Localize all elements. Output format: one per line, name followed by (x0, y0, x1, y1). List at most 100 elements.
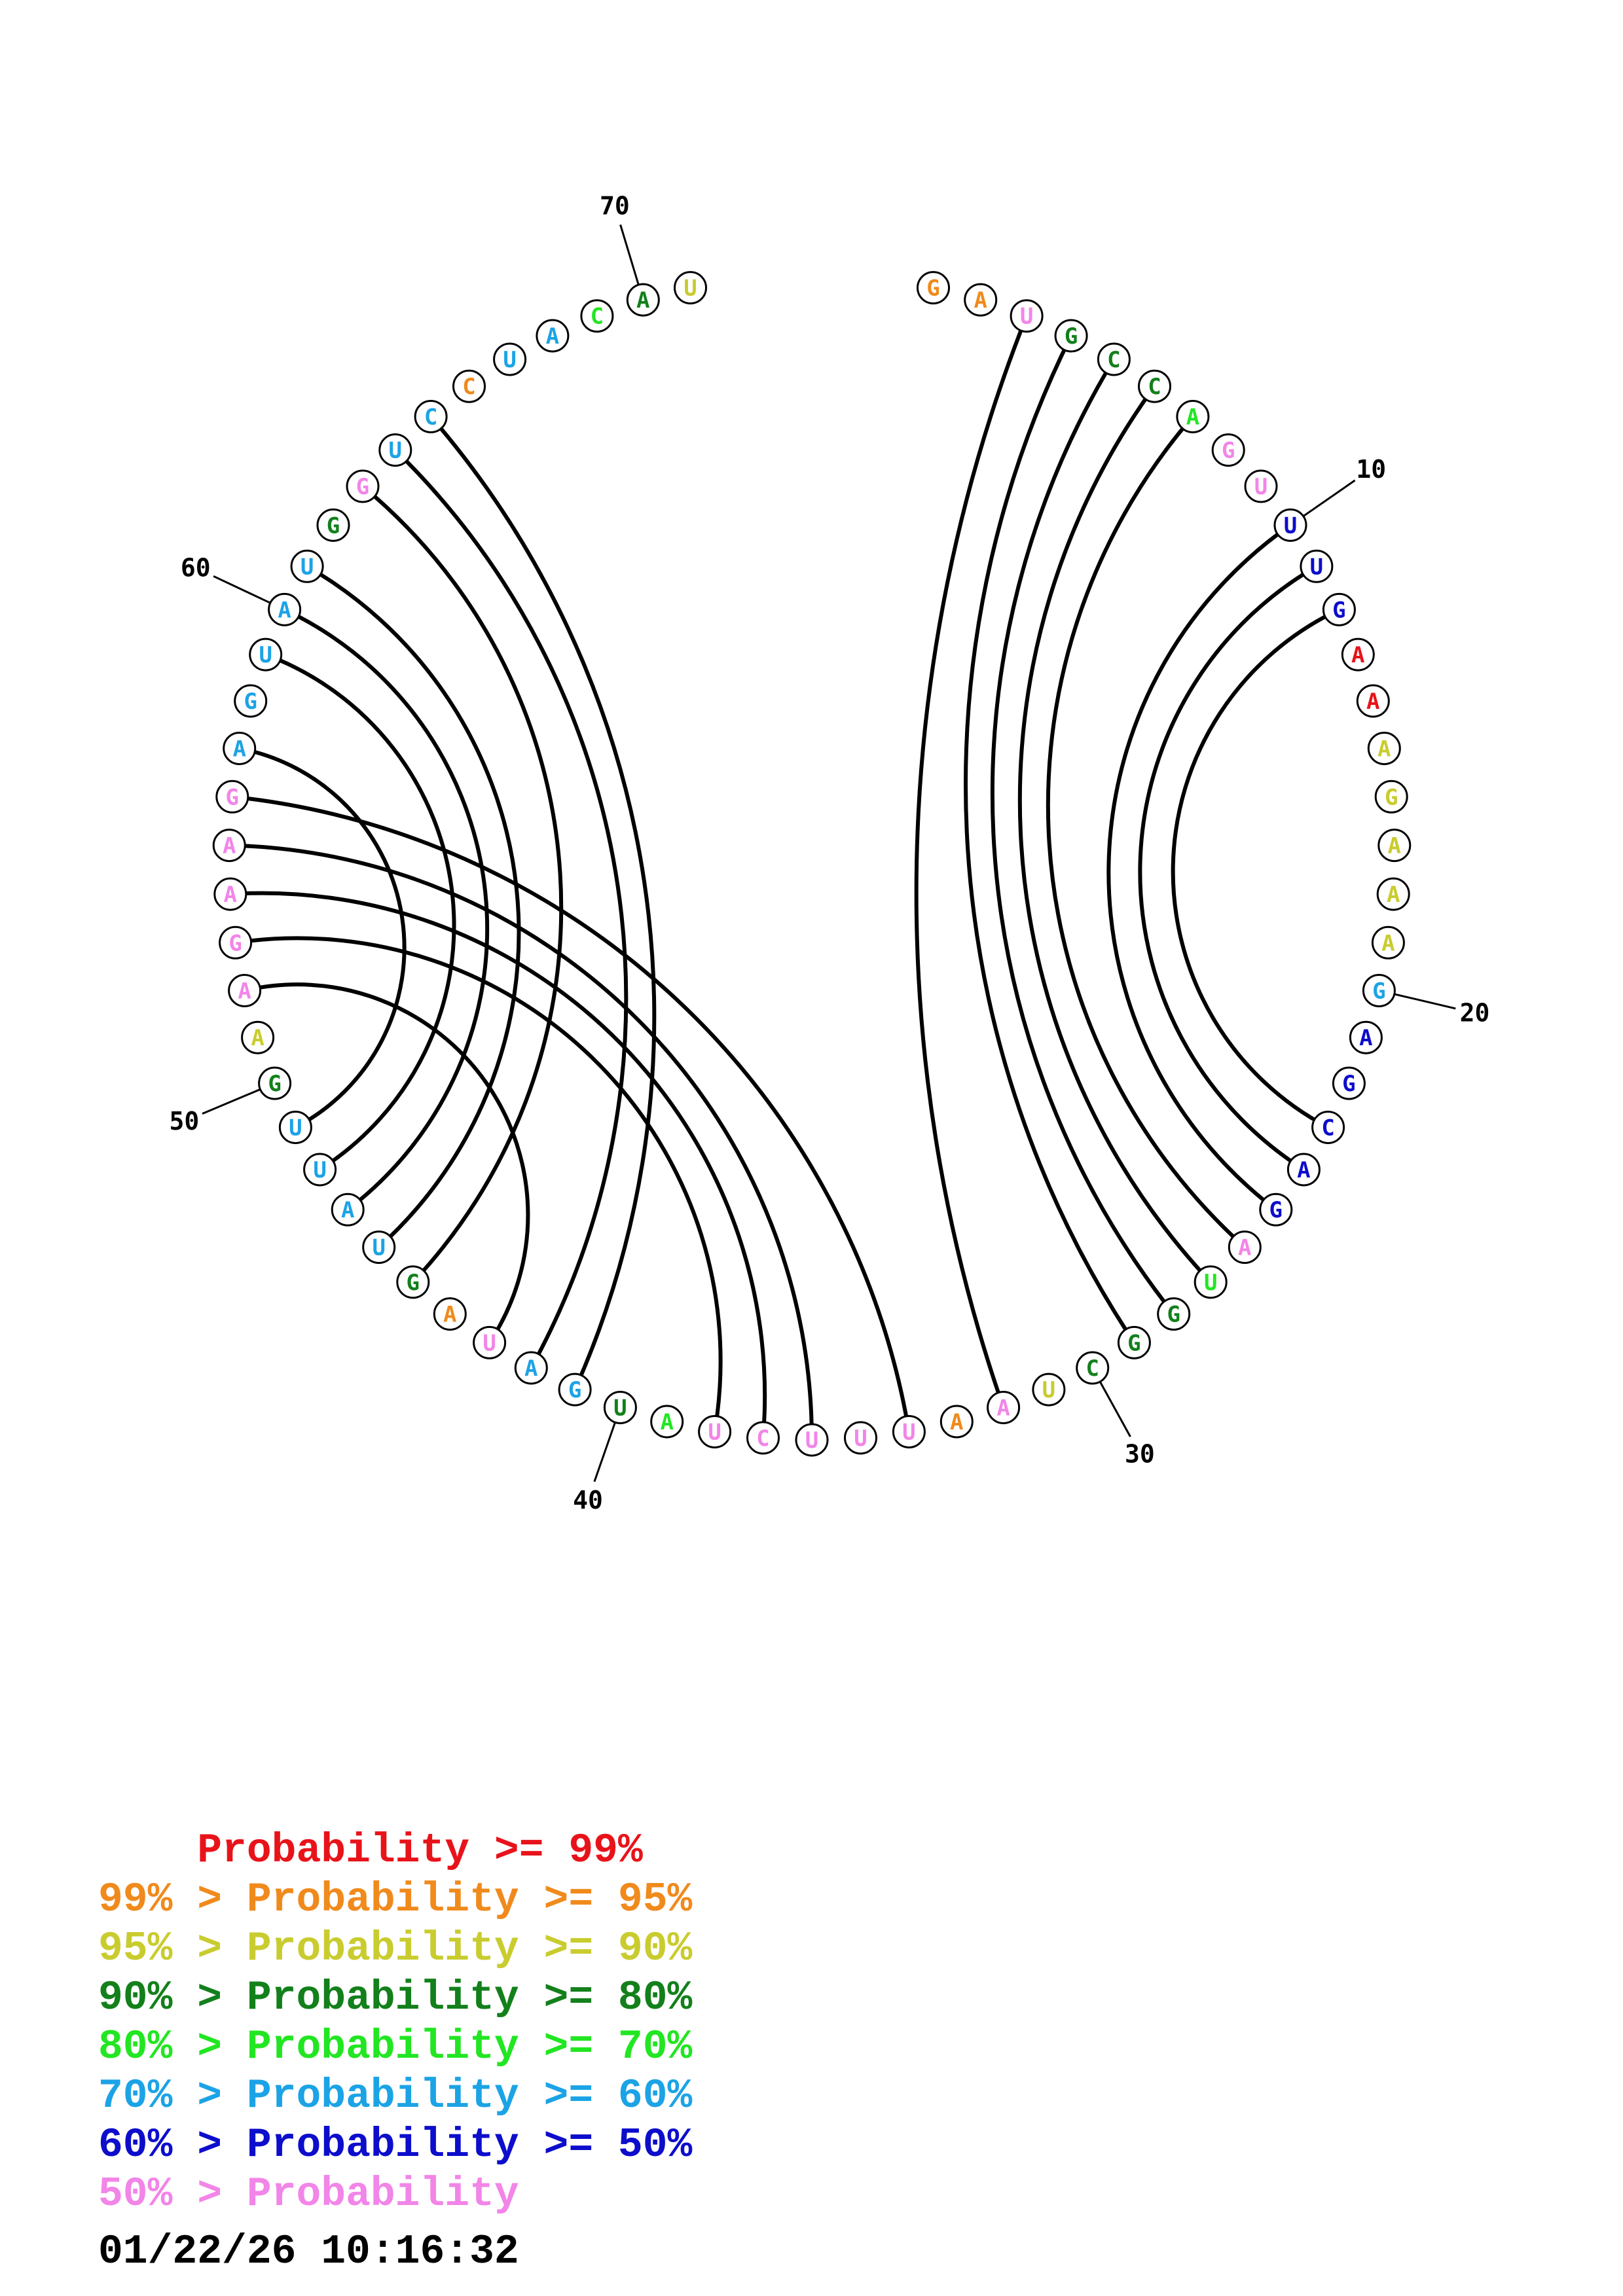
nucleotide: G (1362, 974, 1396, 1007)
nucleotide-letter: C (424, 404, 437, 431)
tick-label: 40 (573, 1486, 603, 1515)
nucleotide: U (1300, 549, 1334, 583)
legend-text: Probability >= 95% (246, 1876, 693, 1923)
nucleotide-letter: A (341, 1197, 354, 1223)
nucleotide-letter: A (636, 287, 649, 314)
nucleotide-circle (603, 1391, 637, 1424)
tick-mark (593, 1422, 616, 1482)
nucleotide-circle (346, 469, 380, 503)
nucleotide-circle (241, 1020, 275, 1054)
nucleotide-letter: C (756, 1426, 769, 1452)
nucleotide: A (1377, 829, 1412, 863)
legend-entry: 70% > Probability >= 60% (98, 2072, 692, 2121)
nucleotide: U (473, 1325, 507, 1359)
nucleotide-circle (1311, 1111, 1345, 1144)
legend-text: Probability (246, 2171, 519, 2217)
base-pair-arc (990, 358, 1176, 1316)
nucleotide-letter: U (289, 1115, 302, 1141)
nucleotide: C (1076, 1351, 1110, 1385)
nucleotide-letter: G (1332, 597, 1345, 623)
nucleotide-letter: U (483, 1330, 496, 1356)
nucleotide-letter: U (613, 1395, 627, 1422)
legend-text: Probability >= 70% (246, 2024, 693, 2070)
nucleotide: G (1054, 319, 1088, 353)
nucleotide-letter: A (546, 323, 559, 350)
nucleotide-circle (795, 1423, 829, 1457)
tick-mark (619, 224, 640, 285)
base-pair-arc (264, 653, 456, 1172)
base-pair-arc (1171, 607, 1340, 1130)
legend-entry: 60% > Probability >= 50% (98, 2121, 692, 2170)
nucleotide-letter: U (1020, 304, 1033, 330)
nucleotide-letter: A (1297, 1157, 1310, 1183)
nucleotide-letter: G (268, 1071, 281, 1097)
nucleotide-letter: U (1284, 512, 1297, 539)
nucleotide-letter: G (568, 1377, 581, 1403)
nucleotide: A (1228, 1230, 1262, 1265)
nucleotide-circle (1176, 400, 1210, 433)
base-pair-arc (1017, 385, 1213, 1283)
nucleotide: A (241, 1020, 275, 1054)
legend-prefix: 95% > (98, 1926, 247, 1972)
tick-label: 10 (1356, 455, 1386, 484)
nucleotide-letter: A (950, 1409, 963, 1435)
nucleotide-circle (1211, 433, 1245, 467)
nucleotide: C (414, 400, 448, 433)
nucleotide: A (626, 283, 660, 317)
nucleotide-circle (1117, 1325, 1151, 1359)
nucleotide: A (1356, 684, 1390, 718)
nucleotide-letter: G (226, 784, 239, 810)
nucleotide-circle (362, 1230, 396, 1265)
base-pair-arc (306, 564, 521, 1249)
nucleotide: C (580, 299, 614, 333)
nucleotide-letter: G (1342, 1071, 1355, 1097)
nucleotide-circle (1054, 319, 1088, 353)
nucleotide-letter: G (1372, 978, 1385, 1005)
nucleotide-circle (1273, 508, 1307, 542)
legend-prefix: 80% > (98, 2024, 247, 2070)
nucleotide: U (303, 1153, 337, 1187)
nucleotide: U (278, 1111, 312, 1144)
nucleotide: G (917, 271, 950, 305)
base-pair-arc (235, 936, 723, 1432)
nucleotide: G (234, 684, 268, 718)
nucleotide: U (378, 433, 412, 467)
nucleotide: A (1376, 877, 1410, 911)
nucleotide-circle (228, 974, 262, 1007)
nucleotide-circle (213, 877, 247, 911)
legend-prefix: 70% > (98, 2073, 247, 2119)
nucleotide: G (1332, 1066, 1366, 1100)
nucleotide: A (1367, 732, 1401, 765)
nucleotide-circle (746, 1421, 780, 1455)
nucleotide: A (514, 1351, 548, 1385)
nucleotide: U (698, 1415, 732, 1448)
nucleotide-circle (1332, 1066, 1366, 1100)
base-pair-arc (964, 334, 1136, 1344)
nucleotide: G (396, 1265, 430, 1299)
nucleotide: G (1157, 1297, 1191, 1331)
nucleotide: G (215, 780, 249, 814)
nucleotide-circle (1349, 1020, 1383, 1054)
legend-entry: Probability >= 99% (98, 1826, 692, 1875)
nucleotide: A (1341, 637, 1375, 672)
nucleotide-circle (1228, 1230, 1262, 1265)
nucleotide: A (433, 1297, 467, 1331)
nucleotide-circle (1032, 1372, 1066, 1407)
nucleotide-circle (1374, 780, 1408, 814)
legend-entry: 99% > Probability >= 95% (98, 1875, 692, 1924)
nucleotide-letter: A (238, 978, 251, 1005)
legend-text: Probability >= 60% (246, 2073, 693, 2119)
nucleotide: U (1273, 508, 1307, 542)
nucleotide-letter: U (684, 276, 697, 302)
nucleotide-circle (939, 1405, 974, 1439)
nucleotide-circle (580, 299, 614, 333)
nucleotide-letter: A (1186, 404, 1199, 431)
nucleotide-letter: G (1269, 1197, 1283, 1223)
legend-prefix: 99% > (98, 1876, 247, 1923)
nucleotide-circle (223, 732, 257, 765)
nucleotide: U (892, 1415, 926, 1448)
nucleotide: G (1259, 1193, 1293, 1227)
nucleotide-letter: A (443, 1302, 456, 1328)
tick-mark (1302, 479, 1356, 517)
nucleotide-letter: G (228, 930, 242, 956)
